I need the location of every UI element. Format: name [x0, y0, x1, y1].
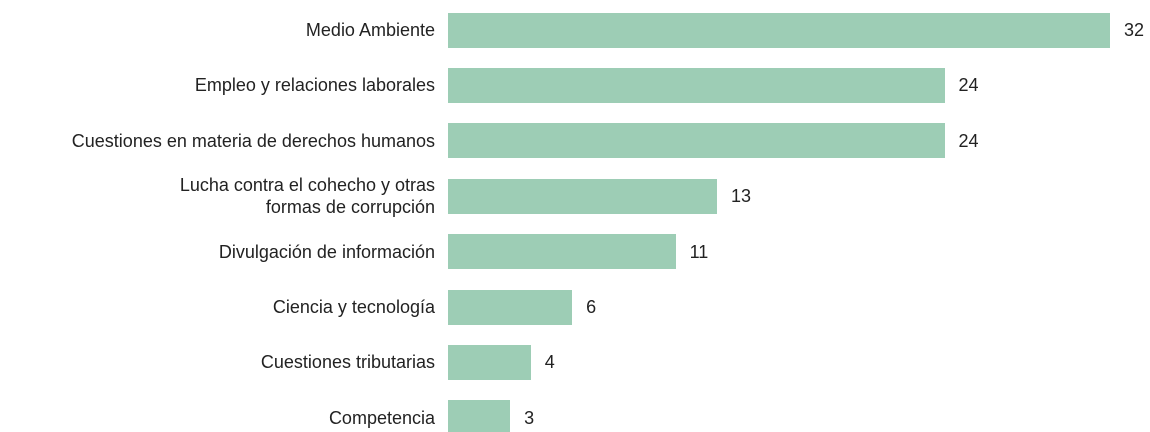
bar [448, 234, 676, 270]
category-label: Empleo y relaciones laborales [194, 75, 435, 96]
value-label: 32 [1124, 20, 1145, 40]
bar [448, 400, 511, 432]
category-label: Medio Ambiente [305, 20, 435, 40]
category-label: Cuestiones en materia de derechos humano… [71, 130, 435, 151]
bar [448, 344, 531, 380]
value-label: 6 [586, 297, 597, 317]
bar [448, 178, 717, 214]
category-label: Ciencia y tecnología [272, 297, 435, 317]
bar [448, 289, 573, 325]
category-label: Competencia [328, 407, 435, 428]
category-label: Cuestiones tributarias [260, 352, 435, 373]
value-label: 13 [730, 186, 751, 207]
value-label: 24 [958, 130, 979, 151]
bar [448, 123, 945, 159]
value-label: 3 [524, 407, 535, 428]
category-label: Divulgación de información [218, 241, 435, 262]
value-label: 4 [544, 352, 555, 373]
bar [448, 12, 1110, 48]
category-label: Lucha contra el cohecho y otras formas d… [179, 175, 435, 218]
value-label: 11 [689, 241, 709, 262]
bar [448, 67, 945, 103]
value-label: 24 [958, 75, 979, 96]
